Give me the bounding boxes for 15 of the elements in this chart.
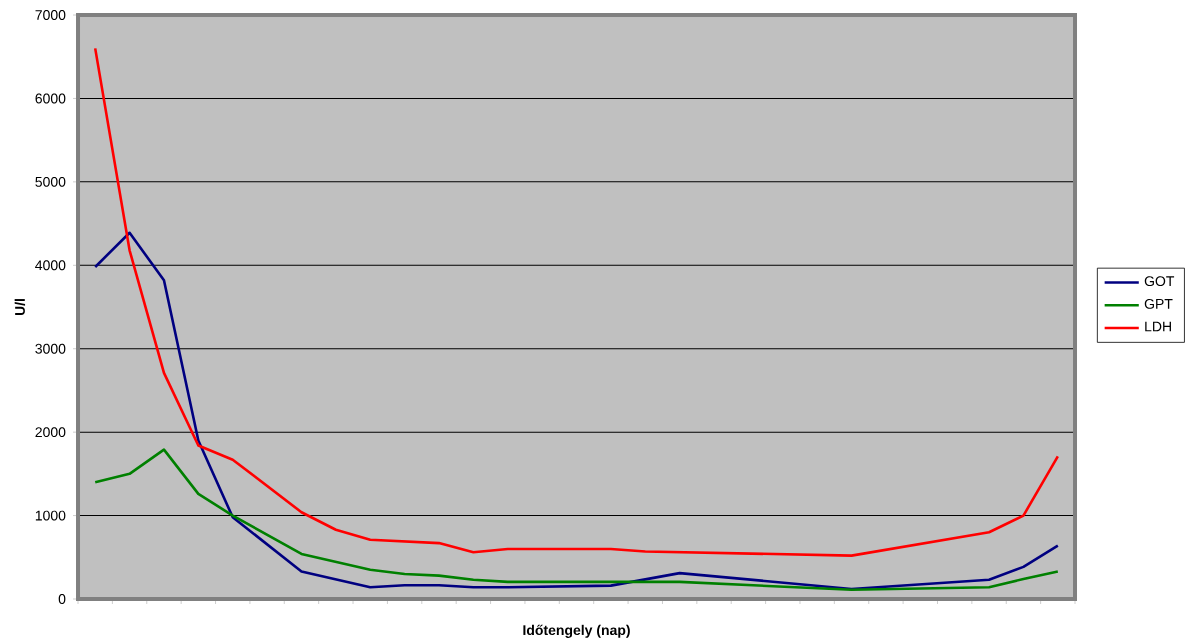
line-series	[93, 47, 1060, 557]
y-axis-title: U/l	[14, 299, 26, 316]
line-series	[93, 231, 1060, 591]
y-tick-label: 6000	[35, 93, 66, 104]
y-tick-label: 2000	[35, 427, 66, 438]
y-tick-label: 7000	[35, 10, 66, 20]
y-tick-label: 0	[58, 594, 66, 604]
y-tick-label: 5000	[35, 176, 66, 187]
legend-label: LDH	[1145, 321, 1171, 332]
y-tick-label: 4000	[35, 260, 66, 271]
legend-label: GOT	[1144, 276, 1175, 287]
x-axis-title: Időtengely (nap)	[523, 624, 630, 638]
y-tick-label: 1000	[35, 510, 66, 521]
legend-label: GPT	[1144, 298, 1173, 309]
y-tick-label: 3000	[35, 343, 66, 354]
